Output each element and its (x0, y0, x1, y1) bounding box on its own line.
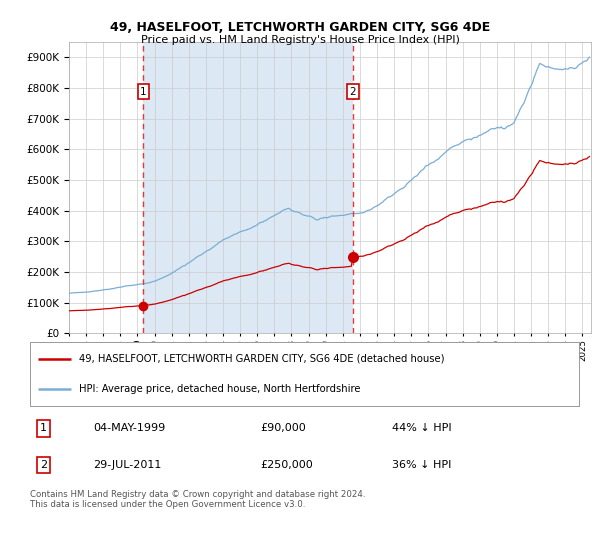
Text: £250,000: £250,000 (260, 460, 313, 470)
Text: Price paid vs. HM Land Registry's House Price Index (HPI): Price paid vs. HM Land Registry's House … (140, 35, 460, 45)
Text: 04-MAY-1999: 04-MAY-1999 (93, 423, 166, 433)
Text: 49, HASELFOOT, LETCHWORTH GARDEN CITY, SG6 4DE (detached house): 49, HASELFOOT, LETCHWORTH GARDEN CITY, S… (79, 354, 445, 364)
Text: 2: 2 (349, 86, 356, 96)
Text: 29-JUL-2011: 29-JUL-2011 (93, 460, 161, 470)
Text: Contains HM Land Registry data © Crown copyright and database right 2024.
This d: Contains HM Land Registry data © Crown c… (30, 490, 365, 510)
Text: £90,000: £90,000 (260, 423, 307, 433)
Text: 2: 2 (40, 460, 47, 470)
Text: HPI: Average price, detached house, North Hertfordshire: HPI: Average price, detached house, Nort… (79, 384, 361, 394)
Text: 49, HASELFOOT, LETCHWORTH GARDEN CITY, SG6 4DE: 49, HASELFOOT, LETCHWORTH GARDEN CITY, S… (110, 21, 490, 34)
Bar (143, 42, 353, 333)
Text: 1: 1 (40, 423, 47, 433)
Text: 1: 1 (140, 86, 147, 96)
Text: 44% ↓ HPI: 44% ↓ HPI (392, 423, 452, 433)
Text: 36% ↓ HPI: 36% ↓ HPI (392, 460, 452, 470)
